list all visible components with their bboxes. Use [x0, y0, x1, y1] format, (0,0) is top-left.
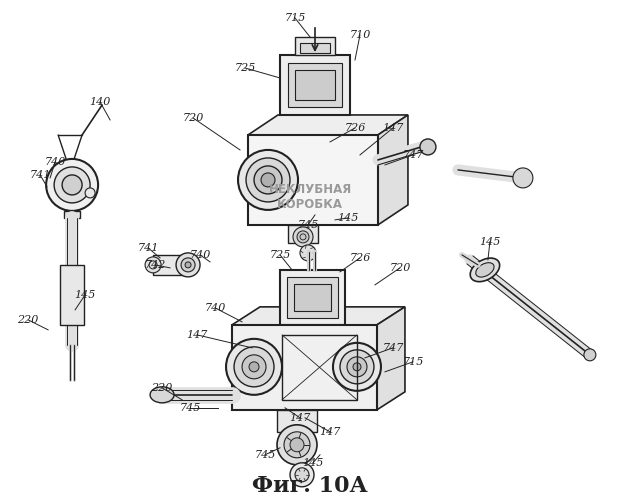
Bar [295, 37, 335, 55]
Text: 220: 220 [151, 383, 173, 393]
Circle shape [242, 355, 266, 379]
Ellipse shape [470, 258, 500, 281]
Text: 145: 145 [74, 290, 95, 300]
Text: 741: 741 [138, 243, 159, 253]
Circle shape [295, 468, 309, 482]
Text: 745: 745 [298, 220, 319, 230]
Circle shape [185, 262, 191, 268]
Polygon shape [378, 115, 408, 225]
Bar [280, 270, 345, 325]
Circle shape [353, 363, 361, 371]
Bar [153, 255, 188, 275]
Bar [60, 265, 84, 325]
Circle shape [513, 168, 533, 188]
Polygon shape [248, 115, 408, 135]
Text: 710: 710 [349, 30, 371, 40]
Text: 726: 726 [344, 123, 366, 133]
Text: 140: 140 [89, 97, 111, 107]
Text: 145: 145 [479, 237, 500, 247]
Bar [294, 284, 331, 311]
Circle shape [54, 167, 90, 203]
Text: 747: 747 [383, 343, 404, 353]
Text: 747: 747 [402, 150, 423, 160]
Circle shape [234, 347, 274, 387]
Circle shape [584, 349, 596, 361]
Text: КОРОБКА: КОРОБКА [277, 198, 343, 211]
Circle shape [46, 159, 98, 211]
Text: 726: 726 [349, 253, 371, 263]
Circle shape [62, 175, 82, 195]
Circle shape [290, 438, 304, 452]
Text: 725: 725 [269, 250, 291, 260]
Text: 725: 725 [234, 63, 255, 73]
Circle shape [333, 343, 381, 391]
Text: 147: 147 [290, 413, 311, 423]
Bar [64, 211, 80, 218]
Text: 745: 745 [179, 403, 201, 413]
Circle shape [226, 339, 282, 395]
Text: 715: 715 [402, 357, 423, 367]
Bar [277, 410, 317, 432]
Circle shape [284, 432, 310, 458]
Bar [288, 225, 318, 243]
Text: 740: 740 [205, 303, 226, 313]
Bar [282, 335, 357, 400]
Circle shape [297, 231, 309, 243]
Text: 742: 742 [144, 260, 166, 270]
Bar [295, 70, 335, 100]
Circle shape [261, 173, 275, 187]
Circle shape [254, 166, 282, 194]
Circle shape [246, 158, 290, 202]
Bar [248, 135, 378, 225]
Bar [288, 63, 342, 107]
Text: 740: 740 [189, 250, 211, 260]
Text: 147: 147 [187, 330, 208, 340]
Circle shape [293, 227, 313, 247]
Text: 740: 740 [45, 157, 66, 167]
Text: 145: 145 [337, 213, 359, 223]
Circle shape [238, 150, 298, 210]
Circle shape [176, 253, 200, 277]
Text: 720: 720 [182, 113, 204, 123]
Text: 720: 720 [389, 263, 410, 273]
Text: НЕКЛУБНАЯ: НЕКЛУБНАЯ [268, 184, 352, 196]
Circle shape [347, 357, 367, 377]
Circle shape [249, 362, 259, 372]
Text: 220: 220 [17, 315, 39, 325]
Bar [287, 277, 338, 318]
Text: 147: 147 [319, 427, 340, 437]
Text: 147: 147 [383, 123, 404, 133]
Polygon shape [232, 307, 405, 325]
Text: 741: 741 [29, 170, 51, 180]
Ellipse shape [150, 387, 174, 403]
Circle shape [290, 463, 314, 487]
Bar [232, 325, 377, 410]
Circle shape [181, 258, 195, 272]
Circle shape [85, 188, 95, 198]
Circle shape [420, 139, 436, 155]
Bar [280, 55, 350, 115]
Circle shape [145, 257, 161, 273]
Ellipse shape [476, 262, 494, 277]
Text: 715: 715 [285, 13, 306, 23]
Circle shape [340, 350, 374, 384]
Polygon shape [377, 307, 405, 410]
Text: Фиг. 10А: Фиг. 10А [252, 475, 368, 497]
Circle shape [277, 425, 317, 465]
Circle shape [300, 245, 316, 261]
Text: 745: 745 [254, 450, 276, 460]
Text: 145: 145 [303, 458, 324, 468]
Bar [300, 43, 330, 53]
